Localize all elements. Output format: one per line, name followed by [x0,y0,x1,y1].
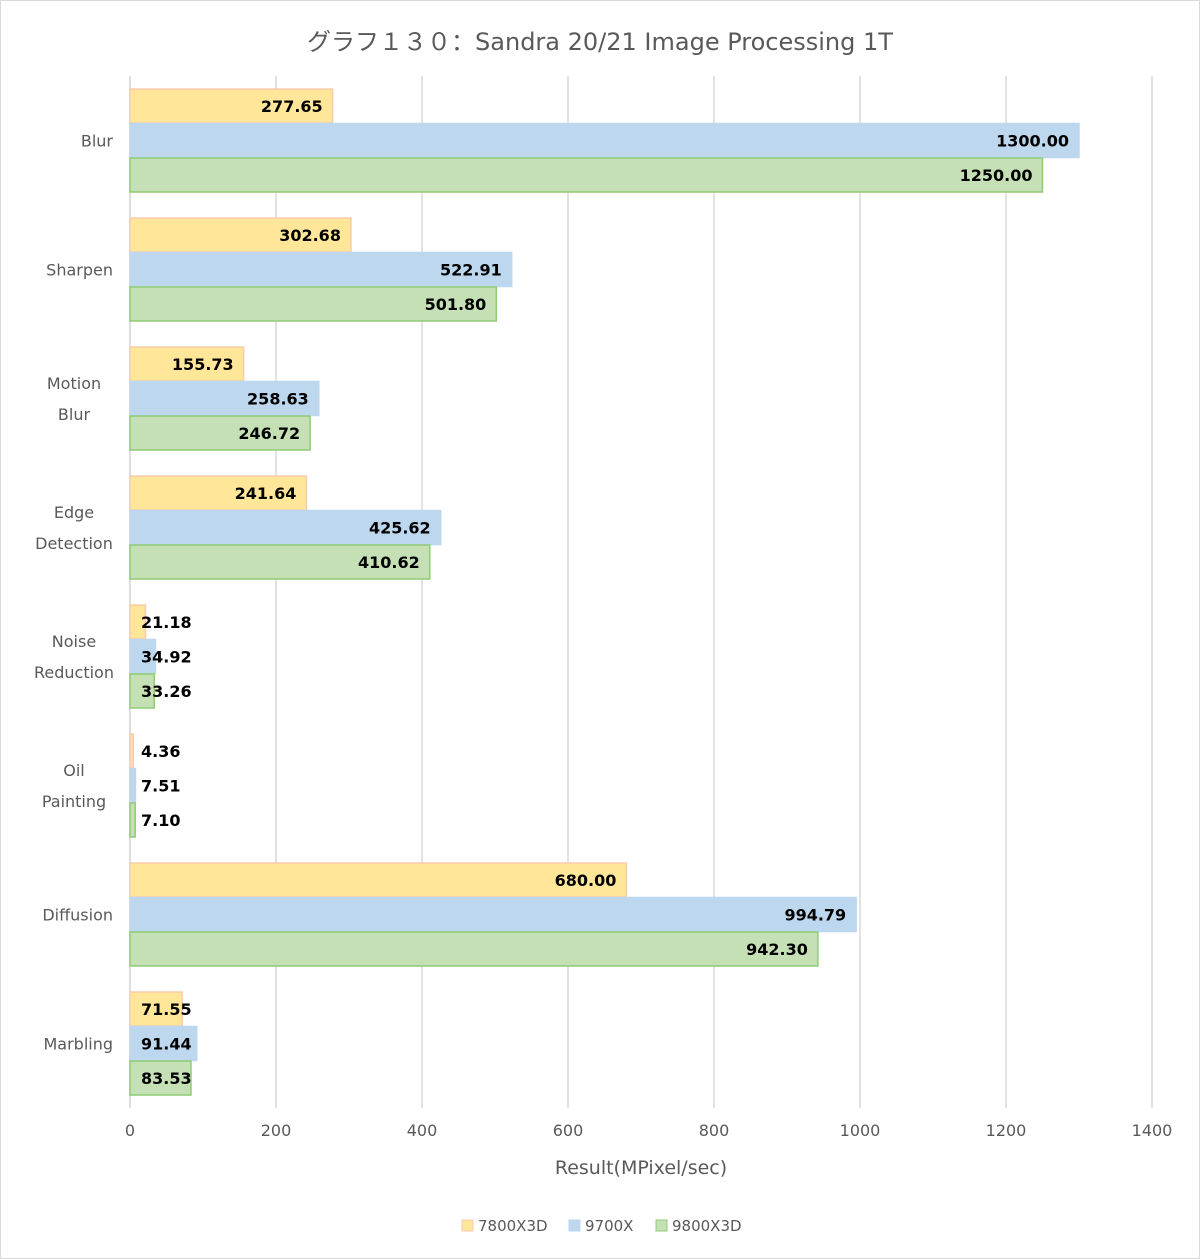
bar-9800x3d [129,544,431,580]
bars [129,88,1080,1096]
bar-9800x3d [129,157,1044,193]
data-label: 155.73 [172,355,234,374]
x-tick-labels: 0 200 400 600 800 1000 1200 1400 [125,1121,1172,1140]
x-tick-label: 1200 [986,1121,1027,1140]
data-labels: 277.65 1300.00 1250.00 302.68 522.91 501.80 15… [141,97,1069,1088]
bar-7800x3d [129,475,308,511]
bar-7800x3d [129,991,183,1027]
x-tick-label: 1400 [1132,1121,1173,1140]
data-label: 1300.00 [996,132,1069,151]
bar-9800x3d [129,286,498,322]
bar-9700x [129,380,320,417]
data-label: 994.79 [784,906,846,925]
data-label: 7.10 [141,811,180,830]
data-label: 942.30 [746,940,808,959]
bar-7800x3d [129,862,628,898]
bar-9700x [129,896,857,933]
category-labels: Blur Sharpen Motion Blur Edge Detection Noise R… [34,132,114,1054]
x-tick-label: 400 [407,1121,438,1140]
category-label: Motion [47,374,101,393]
legend-swatch [568,1219,581,1232]
legend: 7800X3D 9700X 9800X3D [461,1217,742,1235]
legend-label: 9800X3D [672,1217,742,1235]
category-label: Blur [81,132,114,151]
data-label: 4.36 [141,742,180,761]
bar-9800x3d [129,931,819,967]
category-label: Blur [58,405,91,424]
x-axis-title: Result(MPixel/sec) [555,1157,727,1179]
bar-9800x3d [129,1060,192,1096]
x-tick-label: 1000 [840,1121,881,1140]
category-label: Reduction [34,663,114,682]
data-label: 425.62 [369,519,431,538]
legend-label: 9700X [585,1217,633,1235]
x-tick-label: 800 [699,1121,730,1140]
x-tick-label: 0 [125,1121,135,1140]
category-label: Detection [35,534,113,553]
data-label: 1250.00 [960,166,1033,185]
data-label: 71.55 [141,1000,192,1019]
bar-9700x [129,767,137,804]
bar-9800x3d [129,673,156,709]
bar-9700x [129,251,513,288]
category-label: Sharpen [46,261,113,280]
data-label: 91.44 [141,1035,192,1054]
data-label: 246.72 [238,424,300,443]
category-label: Noise [52,632,96,651]
data-label: 33.26 [141,682,192,701]
legend-label: 7800X3D [478,1217,548,1235]
data-label: 34.92 [141,648,192,667]
x-tick-label: 600 [553,1121,584,1140]
legend-swatch [655,1219,668,1232]
bar-9700x [129,509,442,546]
bar-7800x3d [129,88,334,124]
bar-7800x3d [129,733,134,769]
x-tick-label: 200 [261,1121,292,1140]
category-label: Painting [42,792,106,811]
data-label: 501.80 [425,295,487,314]
data-label: 21.18 [141,613,192,632]
data-label: 7.51 [141,777,180,796]
chart-title: グラフ１３０：Sandra 20/21 Image Processing 1T [307,28,893,56]
category-label: Diffusion [42,906,113,925]
category-label: Oil [63,761,84,780]
data-label: 258.63 [247,390,309,409]
bar-9700x [129,638,157,675]
data-label: 241.64 [235,484,297,503]
bar-9700x [129,122,1080,159]
bar-9800x3d [129,415,311,451]
data-label: 410.62 [358,553,420,572]
bar-9800x3d [129,802,136,838]
legend-swatch [461,1219,474,1232]
data-label: 277.65 [261,97,323,116]
data-label: 83.53 [141,1069,192,1088]
data-label: 522.91 [440,261,502,280]
data-label: 302.68 [279,226,341,245]
bar-9700x [129,1025,198,1062]
category-label: Marbling [43,1035,113,1054]
category-label: Edge [54,503,94,522]
data-label: 680.00 [555,871,617,890]
